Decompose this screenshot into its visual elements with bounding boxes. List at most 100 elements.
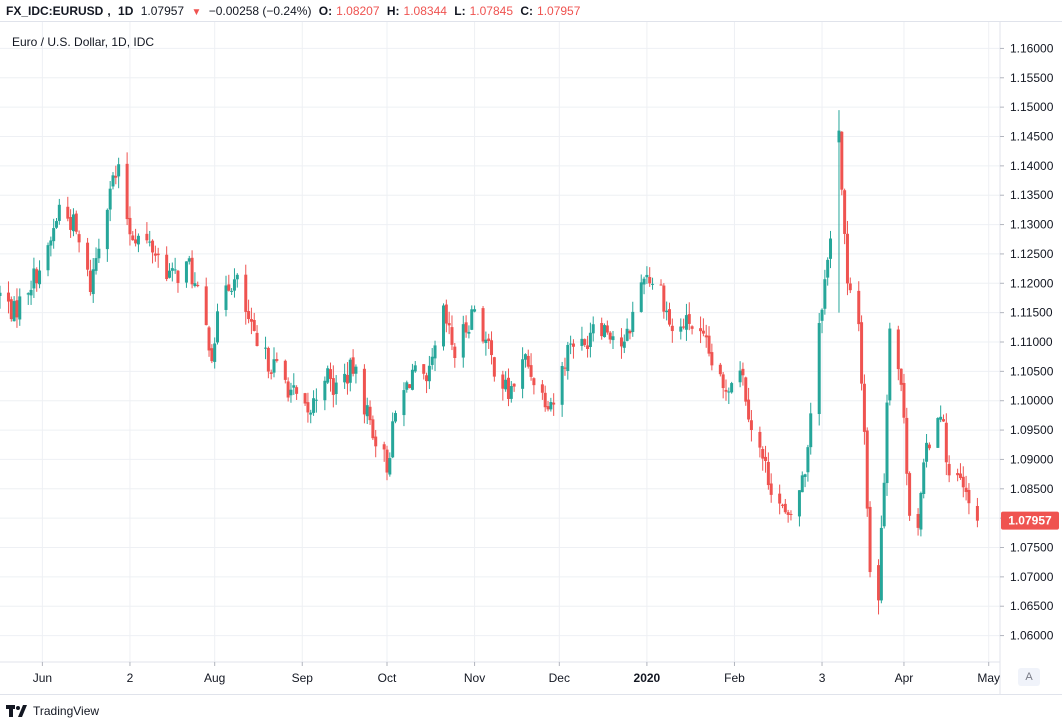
candle	[108, 181, 112, 222]
candle	[32, 257, 36, 299]
candle	[193, 272, 197, 288]
candle	[820, 308, 824, 334]
candle	[817, 312, 821, 426]
candle	[927, 442, 931, 451]
candle	[738, 361, 742, 388]
candle	[184, 261, 188, 288]
candle	[958, 463, 962, 480]
candle	[583, 338, 587, 348]
candle	[207, 325, 211, 357]
candle	[105, 208, 109, 262]
candle	[125, 152, 129, 226]
candle	[190, 250, 194, 289]
candle	[9, 296, 13, 322]
candle	[66, 196, 70, 222]
brand[interactable]: TradingView	[6, 704, 99, 718]
candle	[97, 238, 101, 263]
candle	[823, 269, 827, 315]
candle	[521, 347, 525, 399]
candle	[600, 317, 604, 340]
candle	[605, 320, 609, 335]
candle	[295, 385, 299, 400]
candle	[368, 400, 372, 425]
candle	[450, 315, 454, 351]
time-axis[interactable]: Jun 2 Aug Sep Oct Nov Dec 2020 Feb 3 Apr May	[33, 662, 1000, 685]
candle	[167, 263, 171, 279]
open-value: 1.08207	[336, 4, 380, 18]
y-tick-label: 1.12000	[1010, 276, 1054, 290]
y-tick-label: 1.14000	[1010, 159, 1054, 173]
candle	[402, 382, 406, 427]
candle	[916, 508, 920, 536]
price-chart[interactable]: 1.060001.065001.070001.075001.080001.085…	[0, 22, 1062, 694]
candle	[670, 318, 674, 343]
candle	[272, 347, 276, 378]
candle	[210, 344, 214, 364]
x-tick-label: Apr	[895, 671, 914, 685]
candle	[741, 362, 745, 386]
candle	[227, 274, 231, 292]
candle	[800, 471, 804, 493]
candle	[718, 362, 722, 377]
candle	[569, 335, 573, 355]
candle	[323, 376, 327, 411]
candle	[216, 303, 220, 345]
candle	[730, 381, 734, 394]
candle	[306, 392, 310, 423]
candle	[868, 501, 872, 578]
candle	[492, 356, 496, 382]
symbol-name[interactable]: FX_IDC:EURUSD	[6, 4, 104, 18]
candle	[230, 288, 234, 295]
candle	[348, 357, 352, 392]
candle	[687, 302, 691, 331]
high-value: 1.08344	[403, 4, 447, 18]
last-price-tag: 1.07957	[1001, 511, 1059, 530]
candle	[608, 330, 612, 344]
candle	[710, 343, 714, 371]
candle	[845, 220, 849, 296]
candle	[0, 285, 2, 309]
candle	[46, 242, 50, 277]
candle	[944, 413, 948, 476]
candle	[625, 318, 629, 342]
candle	[843, 188, 847, 245]
candle	[94, 247, 98, 275]
candle	[690, 325, 694, 335]
price-axis[interactable]: 1.060001.065001.070001.075001.080001.085…	[1000, 41, 1054, 643]
candle	[91, 258, 95, 303]
candle	[549, 397, 553, 412]
candle	[837, 110, 841, 313]
candle	[283, 359, 287, 384]
candle	[840, 131, 844, 196]
candle	[862, 374, 866, 445]
candles	[0, 110, 979, 615]
candle	[114, 165, 118, 185]
candle	[975, 497, 979, 528]
low-label: L:	[454, 4, 466, 18]
interval[interactable]: 1D	[118, 4, 134, 18]
candle	[15, 288, 19, 328]
autoscale-button[interactable]: A	[1018, 668, 1040, 686]
candle	[642, 276, 646, 295]
candle	[523, 353, 527, 368]
candle	[35, 267, 39, 292]
candle	[264, 336, 268, 360]
open-label: O:	[318, 4, 333, 18]
candle	[701, 318, 705, 337]
candle	[727, 387, 731, 405]
candle	[639, 274, 643, 313]
candle	[707, 326, 711, 357]
candle	[249, 307, 253, 335]
candle	[461, 315, 465, 368]
candle	[382, 441, 386, 462]
candle	[413, 361, 417, 373]
candle	[69, 209, 73, 238]
candle	[196, 281, 200, 288]
candle	[543, 385, 547, 412]
candle	[303, 392, 307, 406]
candle	[783, 498, 787, 514]
candle	[410, 363, 414, 391]
candle	[501, 370, 505, 401]
candle	[6, 281, 10, 314]
candle	[232, 268, 236, 298]
